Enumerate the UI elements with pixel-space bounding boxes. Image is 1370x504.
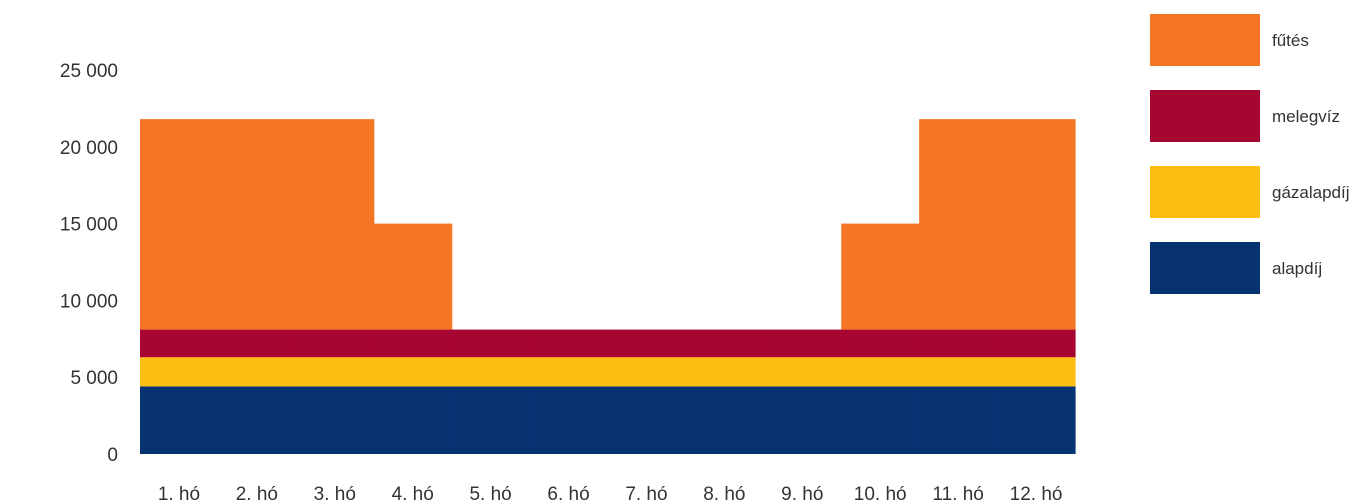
y-tick-label: 20 000	[60, 138, 118, 159]
bar-stack-group	[140, 119, 1076, 454]
bar-segment-gázalapdíj	[841, 357, 920, 387]
bar-segment-melegvíz	[919, 329, 998, 358]
legend-label: gázalapdíj	[1272, 183, 1350, 202]
legend-swatch-fűtés	[1150, 14, 1260, 66]
legend-swatch-gázalapdíj	[1150, 166, 1260, 218]
bar-segment-alapdíj	[841, 386, 920, 454]
bar-segment-alapdíj	[685, 386, 764, 454]
x-tick-label: 4. hó	[392, 484, 434, 504]
legend-swatch-melegvíz	[1150, 90, 1260, 142]
bar-segment-alapdíj	[763, 386, 842, 454]
bar-segment-melegvíz	[373, 329, 453, 358]
bar-segment-alapdíj	[217, 386, 297, 454]
bar-segment-alapdíj	[373, 386, 453, 454]
bar-segment-melegvíz	[451, 329, 531, 358]
bar-segment-alapdíj	[529, 386, 609, 454]
bar-segment-melegvíz	[217, 329, 297, 358]
bar-segment-fűtés	[217, 119, 297, 330]
bar-segment-gázalapdíj	[763, 357, 842, 387]
bar-segment-alapdíj	[997, 386, 1076, 454]
y-axis-tick-labels: 0 5 000 10 000 15 000 20 000 25 000	[60, 61, 118, 466]
x-tick-label: 11. hó	[932, 484, 983, 504]
bar-segment-melegvíz	[841, 329, 920, 358]
bar-segment-melegvíz	[295, 329, 375, 358]
bar-segment-melegvíz	[685, 329, 764, 358]
bar-segment-gázalapdíj	[685, 357, 764, 387]
x-tick-label: 3. hó	[314, 484, 356, 504]
y-tick-label: 5 000	[70, 368, 118, 389]
bar-segment-fűtés	[140, 119, 219, 330]
x-tick-label: 7. hó	[625, 484, 667, 504]
x-tick-label: 5. hó	[469, 484, 511, 504]
bar-segment-gázalapdíj	[451, 357, 531, 387]
legend-label: fűtés	[1272, 31, 1309, 50]
bar-segment-gázalapdíj	[140, 357, 219, 387]
x-tick-label: 8. hó	[703, 484, 745, 504]
y-tick-label: 10 000	[60, 291, 118, 312]
x-tick-label: 9. hó	[781, 484, 823, 504]
bar-segment-fűtés	[841, 223, 920, 330]
x-axis-tick-labels: 1. hó 2. hó 3. hó 4. hó 5. hó 6. hó 7. hó 8. hó…	[158, 484, 1063, 504]
bar-segment-alapdíj	[451, 386, 531, 454]
bar-segment-alapdíj	[140, 386, 219, 454]
y-tick-label: 15 000	[60, 215, 118, 236]
bar-segment-gázalapdíj	[919, 357, 998, 387]
bar-segment-gázalapdíj	[295, 357, 375, 387]
bar-segment-gázalapdíj	[529, 357, 609, 387]
bar-segment-melegvíz	[997, 329, 1076, 358]
x-tick-label: 12. hó	[1010, 484, 1063, 504]
bar-segment-gázalapdíj	[607, 357, 687, 387]
bar-segment-gázalapdíj	[217, 357, 297, 387]
bar-segment-melegvíz	[140, 329, 219, 358]
bar-segment-gázalapdíj	[373, 357, 453, 387]
bar-segment-fűtés	[295, 119, 375, 330]
bar-segment-fűtés	[919, 119, 998, 330]
bar-segment-alapdíj	[607, 386, 687, 454]
legend-label: alapdíj	[1272, 259, 1322, 278]
bar-segment-fűtés	[373, 223, 453, 330]
x-tick-label: 10. hó	[854, 484, 907, 504]
legend-swatch-alapdíj	[1150, 242, 1260, 294]
bar-segment-alapdíj	[295, 386, 375, 454]
x-tick-label: 2. hó	[236, 484, 278, 504]
bar-segment-melegvíz	[607, 329, 687, 358]
legend-label: melegvíz	[1272, 107, 1340, 126]
y-tick-label: 25 000	[60, 61, 118, 82]
y-tick-label: 0	[107, 445, 118, 466]
bar-segment-melegvíz	[529, 329, 609, 358]
bar-segment-melegvíz	[763, 329, 842, 358]
bar-segment-gázalapdíj	[997, 357, 1076, 387]
x-tick-label: 6. hó	[547, 484, 589, 504]
legend: fűtés melegvíz gázalapdíj alapdíj	[1150, 14, 1350, 294]
bar-segment-fűtés	[997, 119, 1076, 330]
x-tick-label: 1. hó	[158, 484, 200, 504]
bar-segment-alapdíj	[919, 386, 998, 454]
